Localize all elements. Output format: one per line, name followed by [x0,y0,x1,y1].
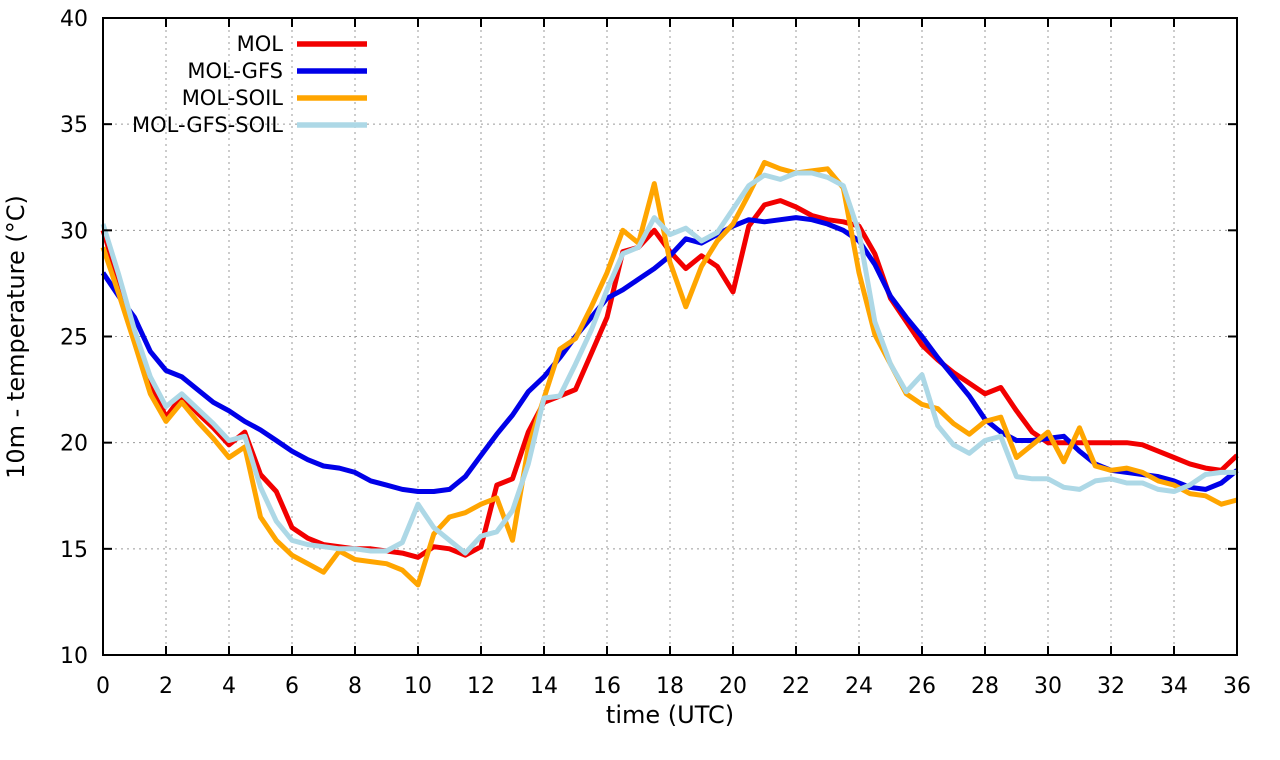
y-tick-label: 40 [60,7,88,32]
x-tick-label: 36 [1223,674,1251,699]
x-tick-label: 32 [1097,674,1125,699]
y-tick-label: 35 [60,113,88,138]
series-line-mol-soil [100,159,1238,588]
x-tick-label: 2 [159,674,173,699]
x-tick-label: 34 [1160,674,1188,699]
series-line-mol-gfs-soil [100,170,1237,556]
x-tick-label: 18 [656,674,684,699]
x-tick-label: 26 [908,674,936,699]
x-tick-label: 28 [971,674,999,699]
x-tick-label: 0 [96,674,110,699]
x-tick-label: 6 [285,674,299,699]
legend: MOL MOL-GFS MOL-SOIL MOL-GFS-SOIL [132,32,367,137]
legend-label-mol-gfs: MOL-GFS [187,59,283,83]
legend-label-mol-gfs-soil: MOL-GFS-SOIL [132,113,283,137]
x-tick-label: 8 [348,674,362,699]
x-axis-title: time (UTC) [606,701,734,729]
y-tick-label: 30 [60,219,88,244]
x-tick-label: 10 [404,674,432,699]
axes [102,17,1238,656]
y-tick-label: 20 [60,432,88,457]
x-tick-label: 24 [845,674,873,699]
x-tick-label: 30 [1034,674,1062,699]
x-tick-label: 4 [222,674,236,699]
data-series [100,159,1239,588]
grid-lines [103,18,1237,655]
x-tick-label: 12 [467,674,495,699]
y-tick-label: 10 [60,644,88,669]
x-tick-label: 22 [782,674,810,699]
y-axis-title: 10m - temperature (°C) [2,195,30,479]
legend-label-mol: MOL [237,32,284,56]
x-tick-label: 16 [593,674,621,699]
legend-label-mol-soil: MOL-SOIL [182,86,284,110]
y-tick-label: 15 [60,538,88,563]
tick-labels: 0 2 4 6 8 10 12 14 16 18 20 22 24 26 28 30 32 34 361015202… [60,7,1251,699]
y-tick-label: 25 [60,326,88,351]
x-tick-label: 14 [530,674,558,699]
x-tick-label: 20 [719,674,747,699]
